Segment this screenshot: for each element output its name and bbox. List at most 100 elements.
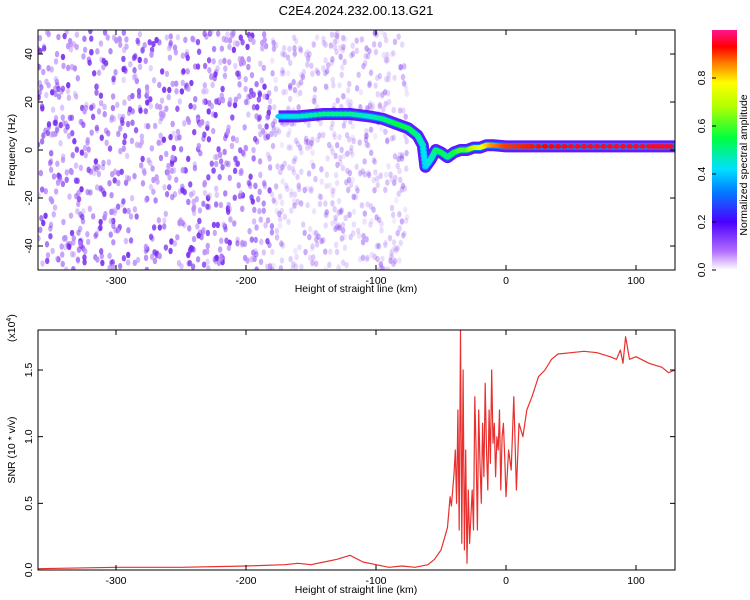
noise-cell [195, 38, 201, 46]
noise-cell [222, 148, 227, 156]
noise-cell [270, 37, 276, 44]
noise-cell [332, 133, 337, 141]
noise-cell [403, 217, 409, 224]
noise-cell [85, 238, 91, 246]
noise-cell [157, 252, 162, 260]
noise-cell [373, 48, 379, 56]
noise-cell [134, 213, 139, 220]
noise-cell [361, 254, 366, 262]
noise-cell [79, 149, 85, 156]
noise-cell [367, 80, 372, 87]
noise-cell [135, 256, 141, 264]
noise-cell [132, 74, 137, 81]
noise-cell [381, 51, 386, 59]
noise-cell [364, 104, 370, 112]
noise-cell [305, 48, 310, 56]
noise-cell [121, 30, 127, 36]
noise-cell [390, 211, 396, 219]
noise-cell [232, 220, 237, 227]
noise-cell [308, 143, 313, 150]
noise-cell [251, 104, 257, 111]
noise-cell [109, 114, 115, 121]
noise-cell [99, 134, 104, 141]
noise-cell [39, 138, 45, 145]
noise-cell [308, 225, 313, 233]
noise-cell [73, 162, 79, 169]
noise-cell [292, 191, 298, 198]
noise-cell [205, 242, 210, 250]
noise-cell [117, 113, 122, 120]
noise-cell [83, 248, 88, 255]
noise-cell [281, 44, 287, 52]
noise-cell [74, 146, 80, 153]
noise-cell [255, 104, 260, 111]
noise-cell [299, 263, 304, 270]
noise-cell [154, 36, 159, 44]
noise-cell [221, 221, 226, 229]
noise-cell [89, 35, 94, 42]
noise-cell [341, 152, 347, 160]
noise-cell [400, 152, 405, 159]
noise-cell [397, 211, 402, 218]
snr-series [38, 330, 675, 570]
noise-cell [246, 56, 252, 63]
noise-cell [368, 203, 374, 210]
noise-cell [340, 93, 346, 100]
noise-cell [111, 239, 116, 246]
noise-cell [258, 216, 263, 223]
noise-cell [285, 54, 291, 61]
noise-cell [311, 41, 316, 49]
noise-cell [345, 187, 351, 194]
noise-cell [265, 133, 271, 140]
noise-cell [335, 30, 340, 37]
noise-cell [235, 160, 240, 167]
noise-cell [317, 200, 323, 208]
noise-cell [219, 45, 225, 52]
noise-cell [286, 144, 291, 151]
noise-cell [191, 204, 197, 211]
noise-cell [318, 193, 323, 201]
noise-cell [376, 242, 381, 249]
noise-cell [69, 229, 75, 237]
noise-cell [153, 197, 158, 204]
noise-cell [372, 186, 377, 194]
noise-cell [344, 179, 349, 186]
noise-cell [85, 231, 90, 238]
signal-track-cell [639, 144, 646, 149]
noise-cell [383, 128, 388, 135]
signal-track-cell [613, 144, 620, 149]
noise-cell [225, 31, 230, 38]
noise-cell [290, 165, 296, 173]
noise-cell [399, 218, 405, 225]
noise-cell [379, 220, 384, 228]
noise-cell [389, 249, 394, 256]
noise-cell [333, 171, 339, 179]
noise-cell [403, 85, 409, 92]
noise-cell [395, 229, 400, 237]
noise-cell [248, 173, 253, 180]
noise-cell [58, 176, 63, 184]
noise-cell [170, 154, 175, 162]
noise-cell [138, 107, 143, 114]
noise-cell [323, 57, 328, 64]
noise-cell [311, 208, 317, 215]
noise-cell [249, 236, 255, 243]
noise-cell [292, 158, 297, 165]
noise-cell [341, 43, 346, 51]
noise-cell [195, 256, 201, 263]
noise-cell [218, 237, 224, 244]
noise-cell [139, 138, 145, 146]
noise-cell [162, 217, 167, 224]
noise-cell [251, 91, 256, 98]
noise-cell [324, 68, 330, 75]
noise-cell [278, 193, 283, 200]
colorbar-ticks: 0.0 0.2 0.4 0.6 0.8 [696, 71, 716, 277]
noise-cell [191, 198, 196, 206]
noise-cell [308, 186, 313, 193]
noise-cell [251, 146, 256, 154]
noise-cell [110, 259, 115, 266]
noise-cell [334, 141, 340, 149]
noise-cell [279, 141, 285, 149]
noise-cell [371, 206, 376, 213]
